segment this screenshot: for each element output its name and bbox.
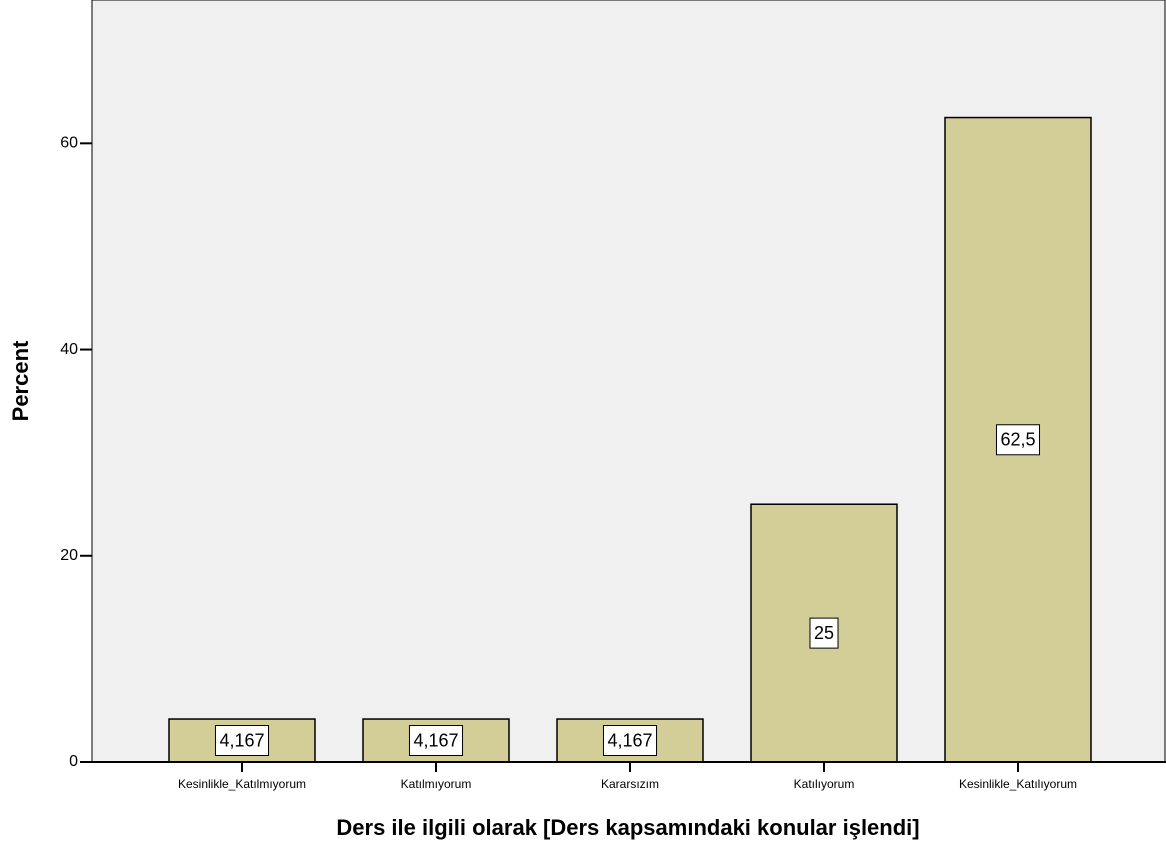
- x-axis-label: Ders ile ilgili olarak [Ders kapsamındak…: [336, 815, 919, 840]
- data-label-box: [809, 617, 839, 649]
- y-tick-label: 40: [60, 341, 78, 358]
- data-label-box: [995, 424, 1041, 456]
- data-label-box: [408, 725, 464, 757]
- x-tick-label: Kesinlikle_Katılıyorum: [959, 777, 1077, 791]
- x-tick-label: Kararsızım: [601, 777, 659, 791]
- data-label: 4,167: [413, 730, 458, 750]
- data-label: 4,167: [219, 730, 264, 750]
- y-axis-label: Percent: [8, 340, 33, 421]
- y-tick-label: 20: [60, 547, 78, 564]
- y-tick-label: 60: [60, 135, 78, 152]
- data-label-box: [602, 725, 658, 757]
- data-label-box: [214, 725, 270, 757]
- x-tick-label: Katılıyorum: [794, 777, 855, 791]
- x-tick-label: Katılmıyorum: [401, 777, 472, 791]
- y-tick-label: 0: [69, 753, 78, 770]
- data-label: 25: [814, 623, 834, 643]
- x-tick-label: Kesinlikle_Katılmıyorum: [178, 777, 306, 791]
- data-label: 4,167: [607, 730, 652, 750]
- data-label: 62,5: [1000, 430, 1035, 450]
